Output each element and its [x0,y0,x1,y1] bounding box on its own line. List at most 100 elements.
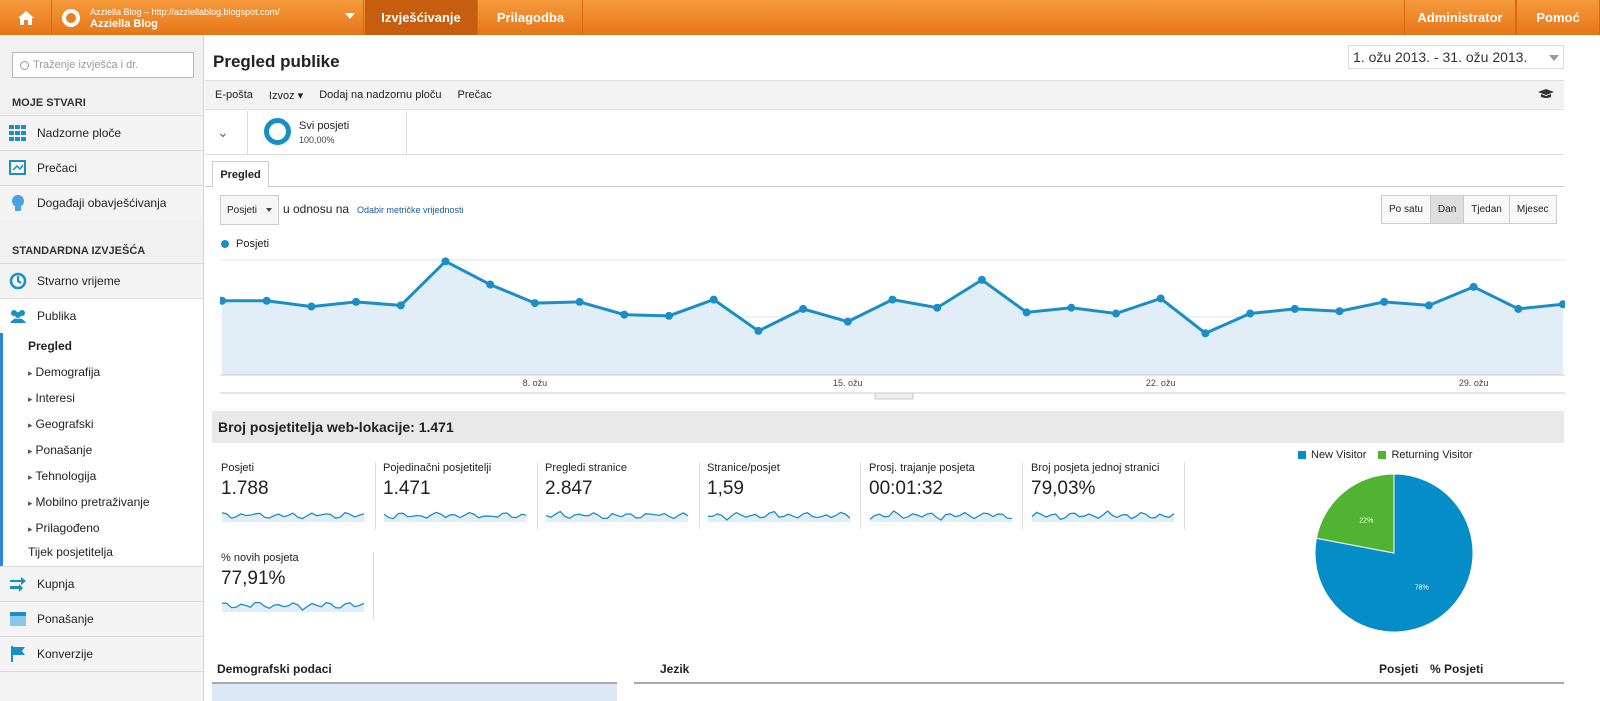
sparkline-line [1031,510,1175,521]
tab-reporting[interactable]: Izvješćivanje [365,0,478,35]
tab-customization[interactable]: Prilagodba [479,0,583,35]
sidebar-item-realtime[interactable]: Stvarno vrijeme [0,263,203,298]
sparkline-area [222,602,364,612]
language-header: Jezik [660,662,690,676]
kpi-divider [537,462,538,529]
account-selector[interactable]: Azziella Blog – http://azziellablog.blog… [53,0,364,35]
data-point [843,317,852,326]
shortcut-button[interactable]: Prečac [457,89,492,101]
kpi-sparkline [707,510,851,522]
date-range-picker[interactable]: 1. ožu 2013. - 31. ožu 2013. [1348,45,1564,69]
data-point [352,297,361,306]
x-tick-label: 29. ožu [1459,378,1489,388]
kpi-value: 77,91% [221,568,286,589]
kpi-sparkline [1031,510,1175,522]
flag-icon [11,646,25,662]
sidebar-item-dashboards[interactable]: Nadzorne ploče [0,115,203,150]
kpi-value: 00:01:32 [869,478,943,499]
data-point [575,297,584,306]
kpi-value: 2.847 [545,478,593,499]
sidebar-item-conversions[interactable]: Konverzije [0,636,203,671]
sidebar-sub-behavior[interactable]: Ponašanje [28,443,93,457]
pie-label: 22% [1359,518,1373,525]
legend-swatch-new [1298,451,1306,459]
data-point [1067,303,1076,312]
chevron-down-icon [266,208,272,212]
chevron-down-icon [345,13,355,19]
kpi-sparkline [383,511,527,522]
tab-admin[interactable]: Administrator [1404,0,1516,35]
pie-legend: New Visitor Returning Visitor [1298,449,1473,461]
segment-percent: 100,00% [299,135,335,145]
sidebar-item-label: Nadzorne ploče [37,126,122,140]
visitor-type-pie: 78% 22% [1314,473,1474,633]
home-button[interactable] [0,0,52,35]
x-tick-label: 22. ožu [1146,378,1176,388]
kpi-divider [1184,462,1185,529]
tab-overview[interactable]: Pregled [212,161,269,188]
tab-help[interactable]: Pomoć [1516,0,1600,35]
granularity-week[interactable]: Tjedan [1463,196,1509,223]
search-input[interactable]: Traženje izvješća i dr. [12,52,194,78]
data-point [396,301,405,310]
sidebar-sub-demographics[interactable]: Demografija [28,365,101,379]
graduation-cap-icon[interactable] [1538,89,1554,99]
sidebar-item-label: Prečaci [37,161,78,175]
kpi-label: Broj posjeta jednoj stranici [1031,462,1160,474]
add-to-dashboard-button[interactable]: Dodaj na nadzornu ploču [319,89,442,101]
sparkline-area [384,512,526,522]
legend-swatch-returning [1378,451,1387,459]
granularity-day[interactable]: Dan [1429,196,1464,223]
pie-label: 78% [1415,584,1429,591]
pie-slice [1315,473,1395,554]
sidebar-sub-mobile[interactable]: Mobilno pretraživanje [28,495,150,509]
report-toolbar: E-pošta Izvoz ▾ Dodaj na nadzornu ploču … [205,80,1564,110]
sparkline-area [1032,511,1174,522]
data-point [1112,309,1120,318]
export-button[interactable]: Izvoz ▾ [268,89,304,102]
granularity-hourly[interactable]: Po satu [1382,196,1430,223]
sidebar-sub-geo[interactable]: Geografski [28,417,94,431]
legend-label: Posjeti [236,238,270,250]
divider [212,682,617,684]
sidebar-item-acquisition[interactable]: Kupnja [0,566,203,601]
sidebar-sub-custom[interactable]: Prilagođeno [28,521,100,535]
series-area [222,261,1563,375]
sidebar-item-label: Događaji obavješćivanja [37,196,167,210]
segment-name: Svi posjeti [299,120,350,132]
sidebar-sub-technology[interactable]: Tehnologija [28,469,97,483]
data-point [665,311,673,320]
sidebar-sub-visitors-flow[interactable]: Tijek posjetitelja [28,545,113,559]
sidebar-bottom [0,671,203,701]
sparkline-line [221,511,365,520]
data-point [933,303,942,312]
globe-icon [62,8,80,27]
data-point [486,280,495,289]
kpi-divider [860,462,861,529]
email-button[interactable]: E-pošta [215,89,253,101]
legend-new-visitor[interactable]: New Visitor [1311,449,1367,461]
kpi-label: Stranice/posjet [707,462,780,474]
section-my-stuff: MOJE STVARI [12,97,86,109]
granularity-month[interactable]: Mjesec [1508,196,1556,223]
kpi-divider [373,552,374,619]
sidebar-sub-interests[interactable]: Interesi [28,391,75,405]
data-point [1156,294,1165,303]
sidebar-item-intelligence[interactable]: Događaji obavješćivanja [0,185,203,220]
segment-all-visits[interactable]: Svi posjeti 100,00% [247,111,407,154]
kpi-divider [699,462,700,529]
metric-select[interactable]: Posjeti [220,195,279,225]
sidebar-sub-overview[interactable]: Pregled [28,339,73,353]
sparkline-line [383,511,527,520]
sidebar-item-behavior[interactable]: Ponašanje [0,601,203,636]
legend-returning-visitor[interactable]: Returning Visitor [1391,449,1473,461]
select-metric-link[interactable]: Odabir metričke vrijednosti [357,205,464,215]
x-tick-label: 8. ožu [523,378,548,388]
sidebar-item-shortcuts[interactable]: Prečaci [0,150,203,185]
sidebar-item-audience[interactable]: Publika [0,298,203,333]
data-point [307,302,316,311]
kpi-divider [375,462,376,529]
chevron-down-icon[interactable]: ⌄ [217,124,229,140]
search-placeholder: Traženje izvješća i dr. [33,59,139,71]
summary-header: Broj posjetitelja web-lokacije: 1.471 [212,411,1564,443]
